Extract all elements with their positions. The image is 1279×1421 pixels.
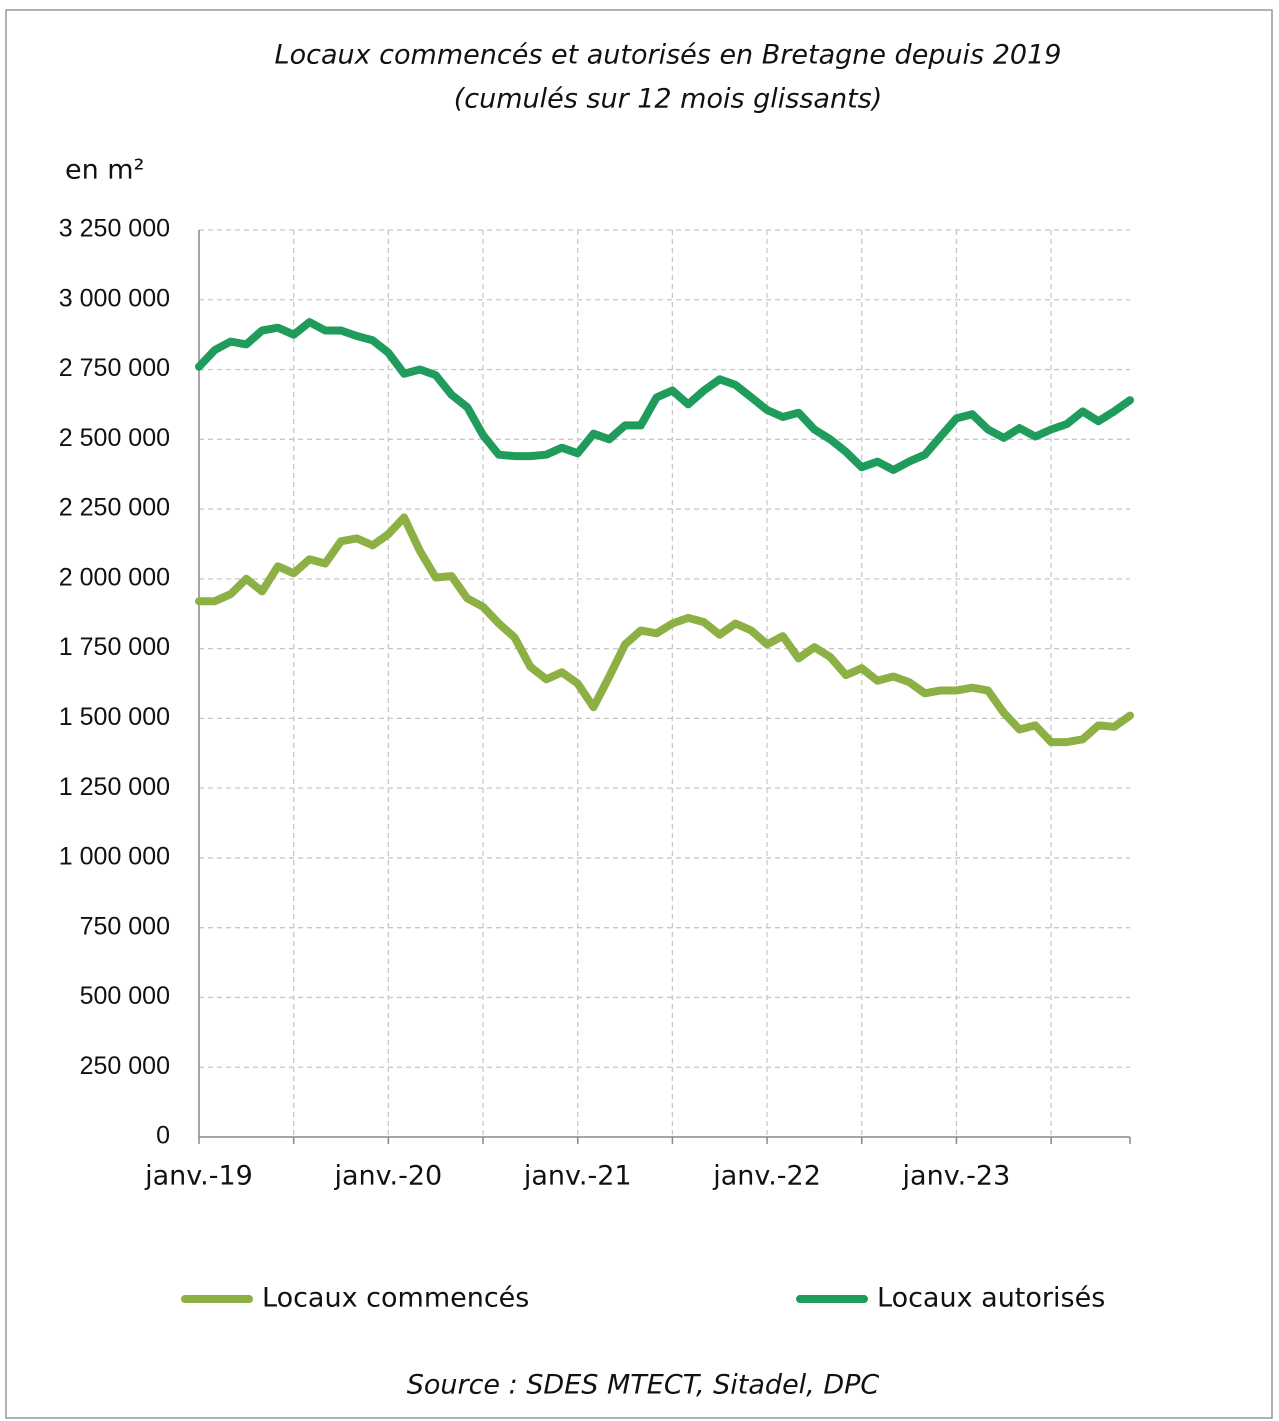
y-tick-label: 500 000	[80, 982, 170, 1010]
x-tick-label: janv.-19	[144, 1161, 253, 1192]
y-tick-label: 2 500 000	[59, 424, 170, 452]
legend-label: Locaux autorisés	[877, 1283, 1105, 1314]
series-line	[195, 318, 1134, 474]
chart-title: Locaux commencés et autorisés en Bretagn…	[275, 40, 1062, 71]
source: Source : SDES MTECT, Sitadel, DPC	[407, 1370, 880, 1401]
y-tick-label: 1 500 000	[59, 703, 170, 731]
y-tick-label: 1 250 000	[59, 773, 170, 801]
y-tick-label: 1 750 000	[59, 633, 170, 661]
chart-subtitle: (cumulés sur 12 mois glissants)	[454, 84, 883, 115]
y-tick-label: 2 750 000	[59, 354, 170, 382]
x-tick-label: janv.-22	[712, 1161, 821, 1192]
x-tick-label: janv.-20	[333, 1161, 442, 1192]
y-tick-label: 3 250 000	[59, 215, 170, 243]
y-tick-label: 2 000 000	[59, 563, 170, 591]
y-tick-label: 1 000 000	[59, 843, 170, 871]
x-tick-label: janv.-23	[902, 1161, 1011, 1192]
frame	[5, 9, 1273, 1419]
x-tick-label: janv.-21	[523, 1161, 632, 1192]
y-tick-label: 250 000	[80, 1052, 170, 1080]
series-line	[195, 513, 1134, 747]
legend-label: Locaux commencés	[262, 1283, 529, 1314]
y-tick-label: 2 250 000	[59, 494, 170, 522]
y-tick-label: 0	[156, 1122, 170, 1150]
y-tick-label: 750 000	[80, 912, 170, 940]
y-tick-label: 3 000 000	[59, 284, 170, 312]
y-axis-label: en m²	[65, 155, 144, 186]
